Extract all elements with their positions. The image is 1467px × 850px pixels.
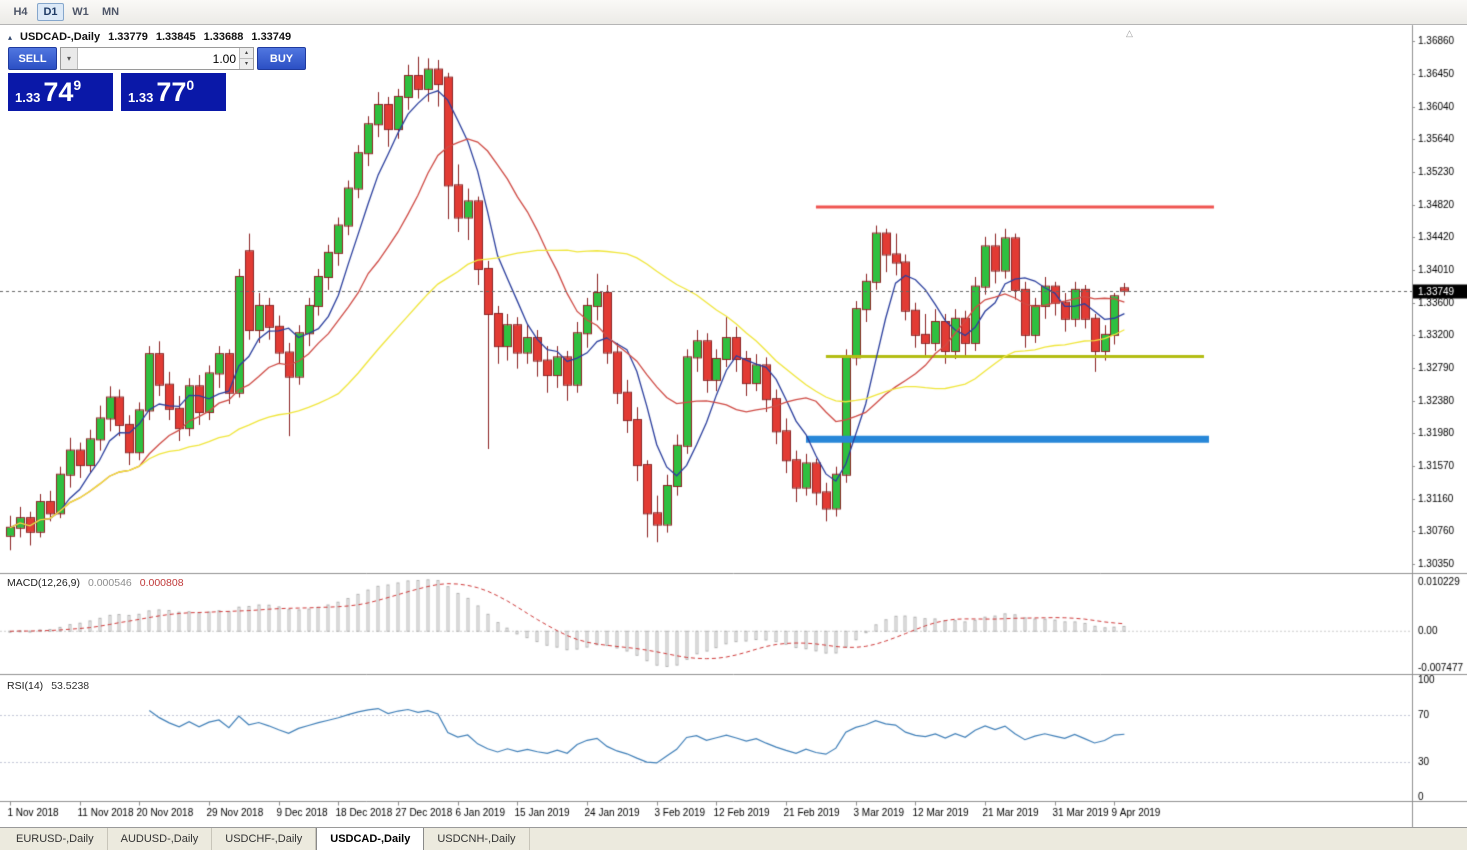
macd-header: MACD(12,26,9) 0.000546 0.000808 xyxy=(7,577,184,589)
sell-price-display[interactable]: 1.33 74 9 xyxy=(8,73,113,111)
rsi-header: RSI(14) 53.5238 xyxy=(7,680,89,692)
chart-tab-audusd[interactable]: AUDUSD-,Daily xyxy=(108,828,213,850)
macd-signal-value: 0.000808 xyxy=(139,577,184,589)
rsi-value: 53.5238 xyxy=(51,680,90,692)
ohlc-high: 1.33845 xyxy=(155,31,196,43)
sell-price-pips: 74 xyxy=(43,77,74,107)
chart-symbol-label: USDCAD-,Daily xyxy=(20,31,101,43)
ohlc-open: 1.33779 xyxy=(108,31,148,43)
sell-button[interactable]: SELL xyxy=(8,47,57,70)
buy-button[interactable]: BUY xyxy=(257,47,306,70)
rsi-label: RSI(14) xyxy=(7,680,44,692)
ohlc-low: 1.33688 xyxy=(203,31,244,43)
buy-price-display[interactable]: 1.33 77 0 xyxy=(121,73,226,111)
timeframe-button-d1[interactable]: D1 xyxy=(37,3,64,21)
sell-price-point: 9 xyxy=(73,77,82,93)
sell-price-integer: 1.33 xyxy=(15,90,41,105)
macd-main-value: 0.000546 xyxy=(87,577,132,589)
collapse-panel-icon[interactable]: ▴ xyxy=(8,32,13,42)
buy-price-point: 0 xyxy=(186,77,195,93)
chart-tab-usdchf[interactable]: USDCHF-,Daily xyxy=(212,828,317,850)
timeframe-button-h4[interactable]: H4 xyxy=(13,6,28,18)
spin-down-icon[interactable]: ▾ xyxy=(240,58,253,69)
timeframe-toolbar: H4 D1 W1 MN xyxy=(0,0,1467,25)
buy-price-integer: 1.33 xyxy=(128,90,154,105)
chart-tab-usdcad[interactable]: USDCAD-,Daily xyxy=(316,828,425,850)
chart-tab-eurusd[interactable]: EURUSD-,Daily xyxy=(3,828,108,850)
volume-input[interactable] xyxy=(78,48,239,69)
spin-up-icon[interactable]: ▴ xyxy=(240,48,253,58)
timeframe-button-w1[interactable]: W1 xyxy=(72,6,89,18)
volume-control: ▾ ▴▾ xyxy=(60,47,254,70)
chart-tab-usdcnh[interactable]: USDCNH-,Daily xyxy=(424,828,530,850)
chart-tabs-bar: EURUSD-,Daily AUDUSD-,Daily USDCHF-,Daily U… xyxy=(0,827,1467,850)
volume-dropdown-icon[interactable]: ▾ xyxy=(61,48,78,69)
ohlc-close: 1.33749 xyxy=(251,31,292,43)
buy-price-pips: 77 xyxy=(156,77,187,107)
chart-shift-marker-icon: △ xyxy=(1126,28,1133,38)
timeframe-button-mn[interactable]: MN xyxy=(102,6,120,18)
one-click-trading-panel: SELL ▾ ▴▾ BUY 1.33 74 9 1.33 77 0 xyxy=(8,47,306,111)
chart-header: ▴ USDCAD-,Daily 1.33779 1.33845 1.33688 … xyxy=(8,31,291,43)
macd-label: MACD(12,26,9) xyxy=(7,577,80,589)
volume-spinner[interactable]: ▴ ▾ xyxy=(239,48,253,69)
